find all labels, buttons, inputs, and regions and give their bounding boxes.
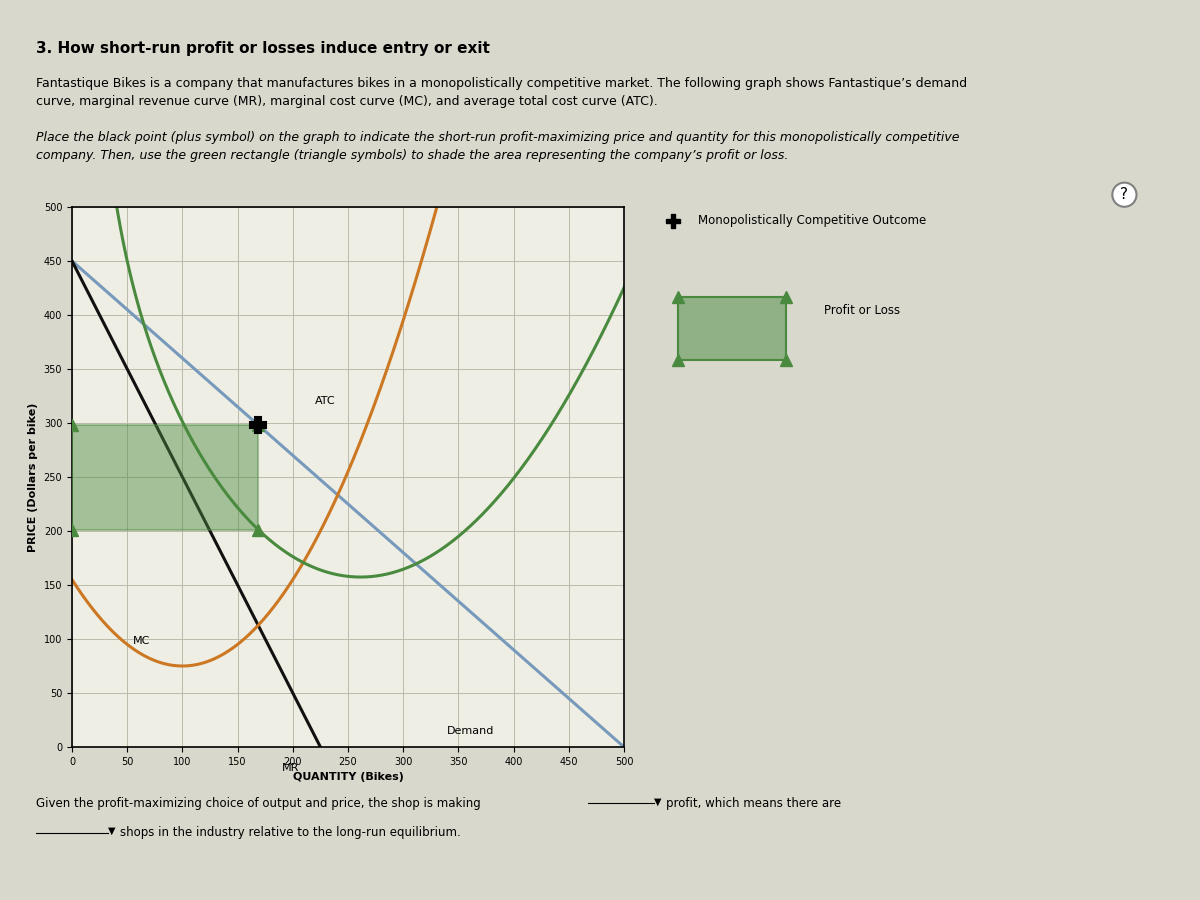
Text: curve, marginal revenue curve (MR), marginal cost curve (MC), and average total : curve, marginal revenue curve (MR), marg… bbox=[36, 94, 658, 107]
Text: profit, which means there are: profit, which means there are bbox=[666, 796, 841, 809]
Bar bbox=[72, 425, 258, 529]
Text: MC: MC bbox=[133, 636, 150, 646]
Text: Fantastique Bikes is a company that manufactures bikes in a monopolistically com: Fantastique Bikes is a company that manu… bbox=[36, 76, 967, 89]
Text: ▼: ▼ bbox=[654, 796, 661, 806]
Text: ?: ? bbox=[1121, 187, 1128, 202]
Text: Monopolistically Competitive Outcome: Monopolistically Competitive Outcome bbox=[698, 214, 926, 227]
Text: MR: MR bbox=[282, 763, 299, 773]
X-axis label: QUANTITY (Bikes): QUANTITY (Bikes) bbox=[293, 772, 403, 782]
Text: Given the profit-maximizing choice of output and price, the shop is making: Given the profit-maximizing choice of ou… bbox=[36, 796, 481, 809]
Text: Demand: Demand bbox=[448, 726, 494, 736]
Text: company. Then, use the green rectangle (triangle symbols) to shade the area repr: company. Then, use the green rectangle (… bbox=[36, 148, 788, 161]
Text: Profit or Loss: Profit or Loss bbox=[824, 304, 900, 317]
Text: Place the black point (plus symbol) on the graph to indicate the short-run profi: Place the black point (plus symbol) on t… bbox=[36, 130, 960, 143]
Text: ▼: ▼ bbox=[108, 826, 115, 836]
Y-axis label: PRICE (Dollars per bike): PRICE (Dollars per bike) bbox=[28, 402, 38, 552]
Text: ATC: ATC bbox=[314, 396, 336, 406]
Text: shops in the industry relative to the long-run equilibrium.: shops in the industry relative to the lo… bbox=[120, 826, 461, 839]
Text: 3. How short-run profit or losses induce entry or exit: 3. How short-run profit or losses induce… bbox=[36, 40, 490, 56]
